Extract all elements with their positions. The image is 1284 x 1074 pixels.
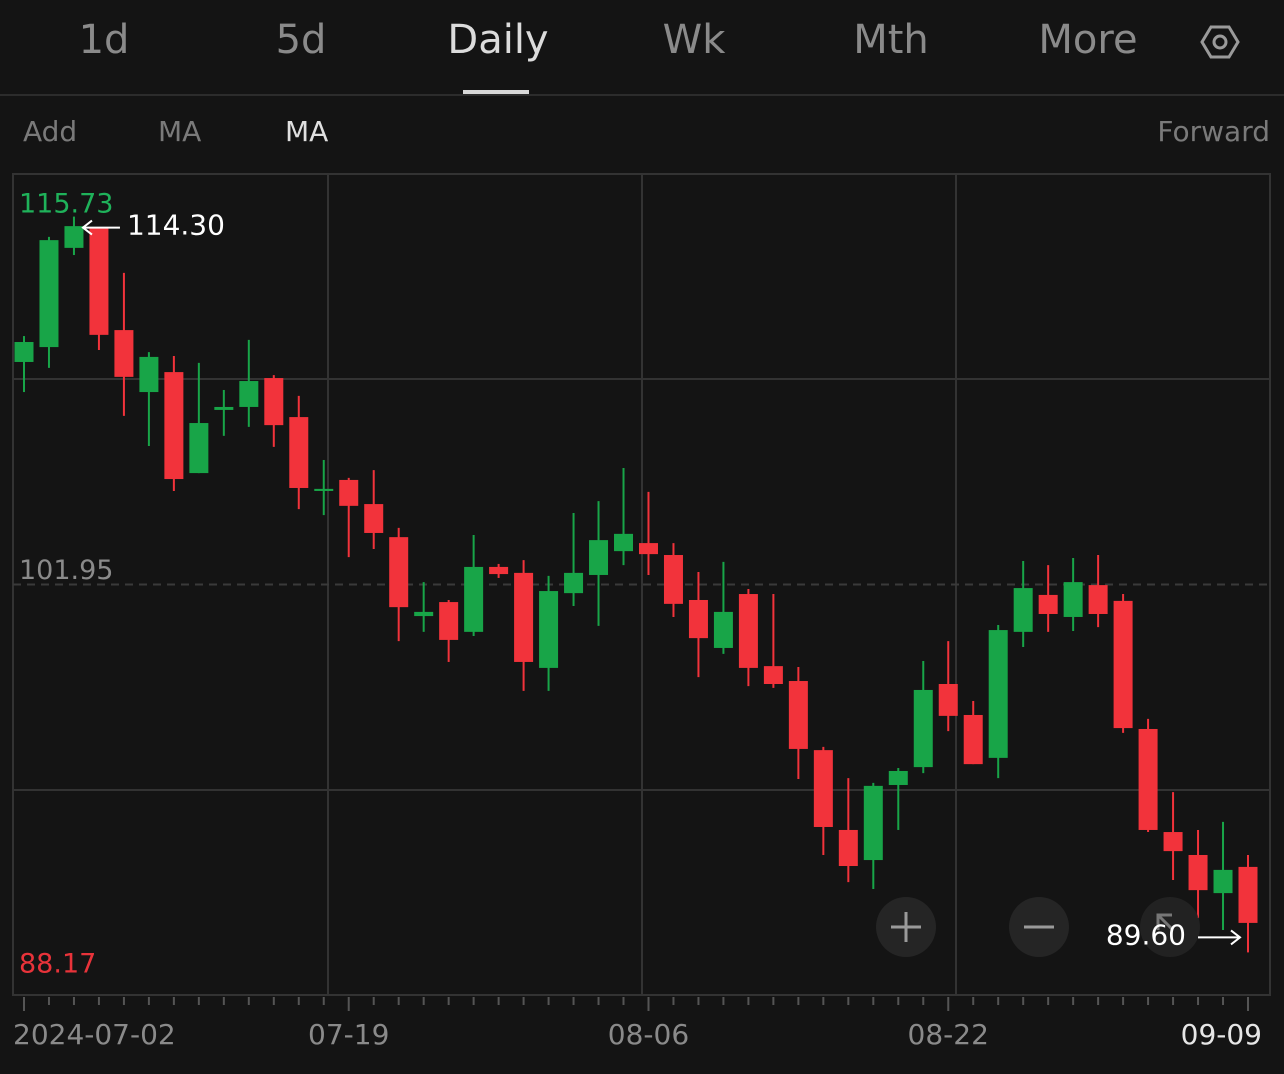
candle-body	[1013, 588, 1033, 632]
x-tick-label: 09-09	[1181, 1018, 1262, 1051]
candle-body	[614, 533, 634, 552]
tab[interactable]: 5d	[276, 17, 327, 63]
reset-button[interactable]	[1140, 897, 1200, 957]
candle-body	[638, 543, 658, 555]
candle-body	[1188, 854, 1208, 891]
candle-body	[14, 342, 34, 362]
candle-body	[564, 572, 584, 594]
candle-body	[838, 829, 858, 867]
candle-body	[339, 479, 359, 506]
candle-body	[364, 504, 384, 533]
max-label: 114.30	[127, 209, 225, 242]
y-tick-label: 101.95	[19, 555, 113, 586]
candle-body	[239, 381, 259, 407]
candles	[13, 216, 1270, 953]
candle-body	[763, 666, 783, 684]
toolbar-item[interactable]: MA	[158, 115, 201, 148]
candle-body	[289, 417, 309, 488]
candle-body	[89, 227, 109, 335]
tab[interactable]: Wk	[663, 17, 727, 63]
candle-body	[514, 572, 534, 662]
candle-body	[788, 681, 808, 749]
candle-body	[1038, 594, 1058, 614]
active-tab-underline	[463, 90, 529, 94]
tab[interactable]: 1d	[79, 17, 130, 63]
candle-body	[1138, 728, 1158, 830]
candle-body	[439, 602, 459, 640]
candle-body	[1063, 582, 1083, 617]
y-tick-label: 115.73	[19, 189, 113, 220]
candle-body	[1213, 869, 1233, 894]
candle-body	[1088, 585, 1108, 614]
candle-body	[464, 566, 484, 632]
x-tick-label: 2024-07-02	[13, 1018, 176, 1051]
candle-body	[738, 594, 758, 668]
candle-body	[589, 540, 609, 575]
y-tick-label: 88.17	[19, 949, 96, 980]
x-tick-label: 08-06	[608, 1018, 689, 1051]
max-arrow	[81, 219, 120, 236]
settings-hexagon	[1200, 25, 1240, 59]
reset-icon	[1156, 913, 1174, 931]
candle-body	[189, 423, 209, 474]
candle-body	[913, 689, 933, 768]
candle-body	[314, 488, 334, 491]
candle-body	[688, 599, 708, 639]
candle-body	[114, 330, 134, 377]
tab[interactable]: More	[1038, 17, 1137, 63]
candle-body	[938, 683, 958, 716]
labels: 1d 5d Daily Wk Mth More Add MA MA Forward 88.17 101…	[13, 17, 1270, 1051]
candle-body	[888, 770, 908, 785]
toolbar-item[interactable]: Add	[23, 115, 77, 148]
settings-icon[interactable]	[1200, 25, 1240, 59]
candle-body	[539, 591, 559, 668]
candle-body	[863, 785, 883, 861]
candle-body	[139, 356, 159, 393]
candle-body	[264, 378, 284, 426]
zoom-out-button[interactable]	[1009, 897, 1069, 957]
settings-dot	[1212, 34, 1228, 50]
candle-body	[39, 240, 59, 348]
tab[interactable]: Daily	[447, 17, 548, 63]
candle-body	[1238, 866, 1258, 923]
candle-body	[663, 555, 683, 604]
candle-body	[164, 372, 184, 480]
candle-body	[813, 750, 833, 827]
candle-body	[414, 611, 434, 617]
candle-body	[963, 714, 983, 765]
toolbar-item[interactable]: MA	[285, 115, 328, 148]
toolbar-item[interactable]: Forward	[1157, 115, 1270, 148]
x-tick-label: 08-22	[908, 1018, 989, 1051]
candle-body	[389, 537, 409, 608]
candle-body	[1113, 600, 1133, 729]
candle-body	[64, 226, 84, 248]
x-tick-label: 07-19	[308, 1018, 389, 1051]
min-arrow	[1198, 929, 1242, 946]
zoom-in-button[interactable]	[876, 897, 936, 957]
candle-body	[713, 611, 733, 648]
candle-body	[988, 630, 1008, 758]
min-label: 89.60	[1106, 918, 1186, 951]
candle-body	[1163, 832, 1183, 852]
zoom-in-icon	[891, 912, 921, 942]
candle-body	[214, 406, 234, 410]
tab[interactable]: Mth	[853, 17, 929, 63]
candle-body	[489, 566, 509, 575]
